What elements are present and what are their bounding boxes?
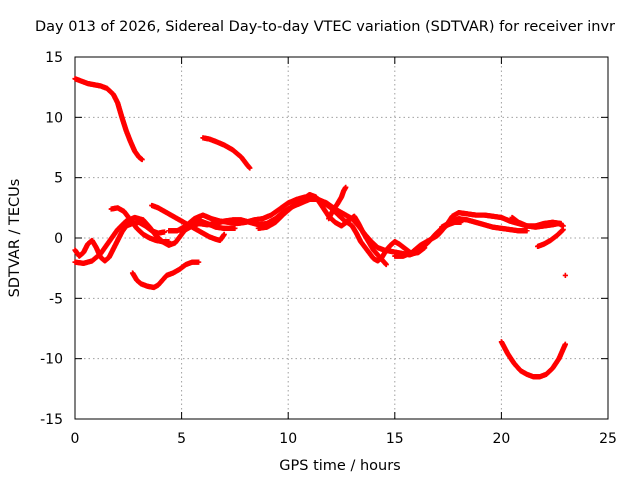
data-point — [139, 156, 145, 163]
series-arc-5 — [108, 205, 172, 245]
data-point — [422, 245, 428, 251]
data-point — [232, 225, 238, 231]
series-arc-9 — [179, 196, 464, 258]
data-point — [383, 261, 389, 268]
chart-title: Day 013 of 2026, Sidereal Day-to-day VTE… — [35, 19, 615, 35]
x-tick-label: 15 — [386, 431, 404, 447]
y-tick-label: -10 — [40, 352, 63, 368]
series-arc-18 — [498, 339, 568, 380]
series-arc-14 — [439, 216, 530, 234]
y-tick-label: 15 — [45, 50, 63, 66]
data-point — [343, 184, 349, 190]
x-tick-label: 25 — [599, 431, 617, 447]
data-point — [560, 226, 566, 233]
data-point — [221, 231, 227, 237]
series-arc-11 — [326, 184, 349, 222]
data-point — [196, 259, 202, 265]
x-tick-label: 20 — [492, 431, 510, 447]
series-arc-17 — [562, 272, 568, 279]
y-tick-label: 5 — [54, 171, 63, 187]
series-arc-10 — [255, 191, 389, 268]
x-axis-title: GPS time / hours — [279, 458, 400, 474]
y-tick-label: -5 — [49, 291, 63, 307]
series-arc-6 — [129, 259, 202, 291]
x-tick-label: 5 — [177, 431, 186, 447]
series-arc-15 — [509, 214, 566, 230]
axis-ticks: 0 5 10 15 20 25 -15 -10 -5 0 5 10 15 — [40, 50, 617, 447]
data-point — [524, 228, 530, 234]
grid-lines — [75, 57, 608, 419]
data-point — [562, 341, 568, 347]
data-point — [247, 165, 253, 171]
x-tick-label: 10 — [279, 431, 297, 447]
series-arc-16 — [535, 226, 566, 250]
series-arc-2 — [200, 135, 253, 171]
data-point — [562, 272, 568, 279]
data-point — [161, 229, 168, 235]
y-tick-label: 10 — [45, 110, 63, 126]
series-arc-1 — [72, 76, 145, 163]
y-tick-label: 0 — [54, 231, 63, 247]
data-point — [166, 239, 172, 245]
y-tick-label: -15 — [40, 412, 63, 428]
data-points — [72, 76, 568, 380]
y-axis-title: SDTVAR / TECUs — [7, 179, 23, 298]
series-arc-12 — [343, 218, 428, 264]
x-tick-label: 0 — [71, 431, 80, 447]
